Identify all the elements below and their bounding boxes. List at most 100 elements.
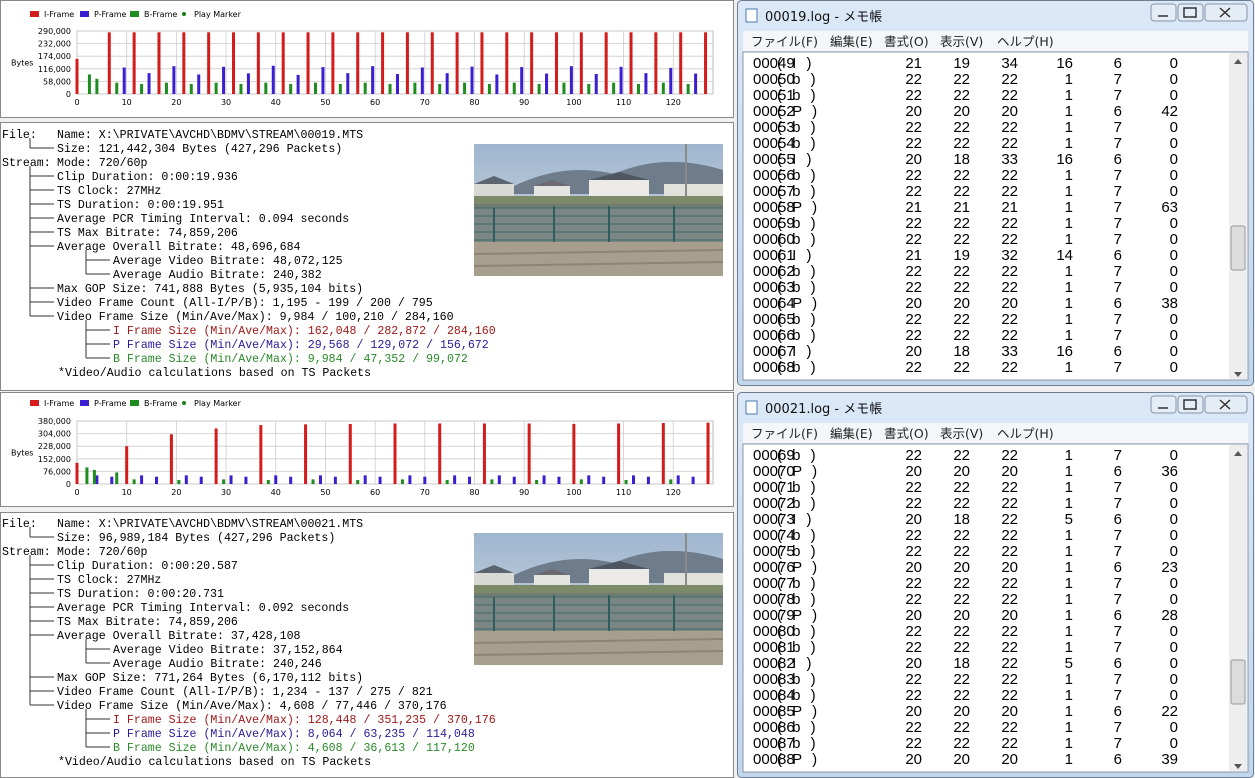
info-line: Size: 121,442,304 Bytes (427,296 Packets… <box>57 143 342 156</box>
bar <box>530 32 534 94</box>
menu-item[interactable]: 書式(O) <box>884 34 929 49</box>
log-cell: 1 <box>1065 703 1073 720</box>
menu-bar <box>743 31 1248 51</box>
log-cell: 0 <box>1170 655 1178 672</box>
log-cell: 00057 <box>753 183 795 200</box>
menu-item[interactable]: 編集(E) <box>830 34 873 49</box>
bar <box>495 74 499 94</box>
legend-swatch <box>130 11 139 17</box>
bar <box>314 82 317 94</box>
video-thumbnail <box>473 533 724 665</box>
log-cell: 1 <box>1065 71 1073 88</box>
log-cell: 1 <box>1065 311 1073 328</box>
bar <box>405 32 409 94</box>
log-cell: 0 <box>1170 311 1178 328</box>
window-button[interactable] <box>1150 3 1177 22</box>
bar <box>557 476 561 484</box>
x-tick-label: 80 <box>469 488 479 497</box>
info-line: I Frame Size (Min/Ave/Max): 128,448 / 35… <box>113 714 496 727</box>
scrollbar <box>1229 53 1247 379</box>
log-cell: 1 <box>1065 479 1073 496</box>
bar <box>408 475 412 484</box>
log-cell: 0 <box>1170 87 1178 104</box>
x-tick-label: 70 <box>420 98 430 107</box>
bar <box>281 32 285 94</box>
menu-item[interactable]: 表示(V) <box>940 426 983 441</box>
bar <box>197 74 201 94</box>
log-cell: 0 <box>1170 671 1178 688</box>
log-cell: 1 <box>1065 495 1073 512</box>
log-cell: 38 <box>1161 295 1178 312</box>
menu-item[interactable]: 表示(V) <box>940 34 983 49</box>
bar <box>363 82 367 94</box>
log-cell: 22 <box>953 183 970 200</box>
log-cell: 22 <box>1001 87 1018 104</box>
bar <box>594 74 598 94</box>
bar <box>646 476 650 484</box>
bar <box>155 476 158 484</box>
log-cell: 20 <box>1001 295 1018 312</box>
x-tick-label: 40 <box>271 488 281 497</box>
log-cell: 00055 <box>753 151 795 168</box>
log-cell: 22 <box>1001 215 1018 232</box>
log-cell: 00080 <box>753 623 795 640</box>
scroll-thumb[interactable] <box>1230 659 1246 705</box>
bar <box>388 84 392 94</box>
scroll-thumb[interactable] <box>1230 225 1246 271</box>
log-cell: 6 <box>1114 55 1122 72</box>
log-cell: 22 <box>1001 495 1018 512</box>
window-button[interactable] <box>1177 395 1204 414</box>
log-cell: 22 <box>1001 591 1018 608</box>
log-cell: 20 <box>1001 703 1018 720</box>
log-cell: 00051 <box>753 87 795 104</box>
text-area <box>742 443 1249 773</box>
log-cell: 1 <box>1065 607 1073 624</box>
bar <box>497 475 501 484</box>
info-line: Name: X:\PRIVATE\AVCHD\BDMV\STREAM\00019… <box>57 129 363 142</box>
bar <box>256 32 260 94</box>
bar <box>289 84 293 94</box>
info-line: Video Frame Size (Min/Ave/Max): 9,984 / … <box>57 311 454 324</box>
menu-item[interactable]: ファイル(F) <box>751 426 818 441</box>
log-cell: 22 <box>953 87 970 104</box>
log-cell: ( b ) <box>777 327 819 344</box>
log-cell: 20 <box>905 751 922 768</box>
window-button[interactable] <box>1150 395 1177 414</box>
log-cell: 00075 <box>753 543 795 560</box>
info-line: Video Frame Size (Min/Ave/Max): 4,608 / … <box>57 700 447 713</box>
bar <box>395 74 399 94</box>
log-cell: 22 <box>905 687 922 704</box>
log-cell: ( b ) <box>777 135 819 152</box>
log-cell: ( b ) <box>777 183 819 200</box>
menu-item[interactable]: 編集(E) <box>830 426 873 441</box>
log-cell: 20 <box>905 151 922 168</box>
bar <box>542 475 546 484</box>
log-cell: 7 <box>1114 543 1122 560</box>
window-button[interactable] <box>1177 3 1204 22</box>
log-cell: 22 <box>905 671 922 688</box>
legend-swatch <box>80 11 89 17</box>
log-cell: 0 <box>1170 215 1178 232</box>
log-cell: 00074 <box>753 527 795 544</box>
log-cell: ( b ) <box>777 447 819 464</box>
log-cell: ( b ) <box>777 263 819 280</box>
bar <box>520 67 524 94</box>
log-cell: 22 <box>1001 279 1018 296</box>
log-cell: 22 <box>1001 447 1018 464</box>
log-cell: 1 <box>1065 559 1073 576</box>
log-cell: 1 <box>1065 231 1073 248</box>
legend-label: B-Frame <box>144 10 177 19</box>
log-cell: 0 <box>1170 639 1178 656</box>
bar <box>244 476 248 484</box>
menu-item[interactable]: 書式(O) <box>884 426 929 441</box>
y-tick-label: 116,000 <box>38 65 71 74</box>
log-cell: 00050 <box>753 71 795 88</box>
log-cell: 20 <box>1001 559 1018 576</box>
menu-item[interactable]: ヘルプ(H) <box>997 426 1054 441</box>
menu-item[interactable]: ファイル(F) <box>751 34 818 49</box>
x-tick-label: 30 <box>221 488 231 497</box>
bar <box>125 446 129 484</box>
button-glyph <box>1158 399 1231 410</box>
menu-item[interactable]: ヘルプ(H) <box>997 34 1054 49</box>
log-cell: 0 <box>1170 359 1178 376</box>
